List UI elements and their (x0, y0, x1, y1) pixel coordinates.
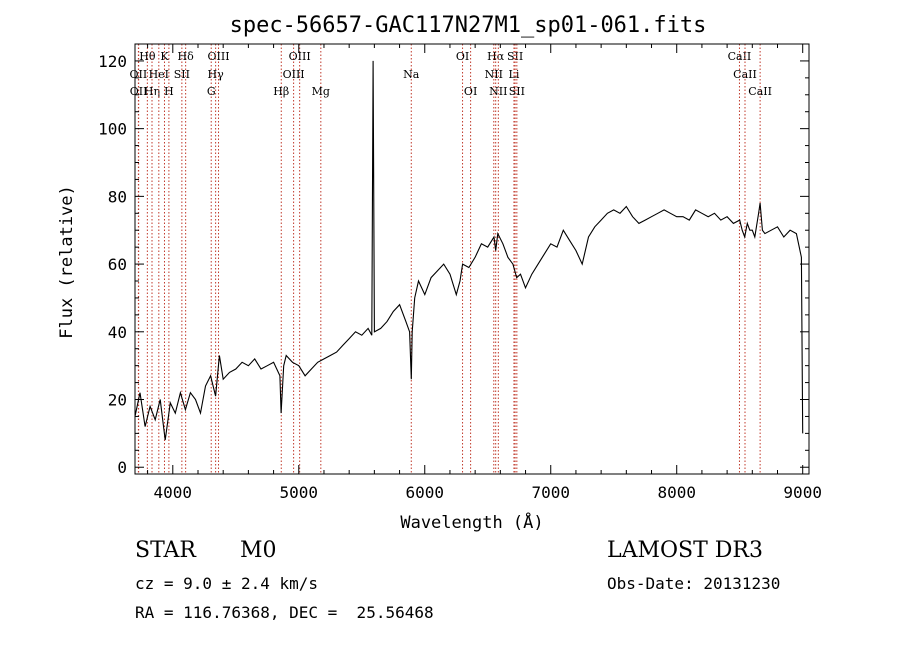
line-label-23: Li (509, 68, 520, 81)
y-tick-label-40: 40 (108, 323, 127, 342)
line-label-25: CaII (728, 50, 752, 63)
x-tick-label-5000: 5000 (280, 483, 319, 502)
line-label-26: CaII (733, 68, 757, 81)
y-tick-label-120: 120 (98, 52, 127, 71)
line-label-16: Na (403, 68, 420, 81)
line-label-21: NII (489, 85, 507, 98)
line-label-13: OIII (283, 68, 305, 81)
x-tick-label-9000: 9000 (783, 483, 822, 502)
line-label-4: HeI (149, 68, 169, 81)
object-class: STAR (135, 538, 196, 563)
redshift-cz: cz = 9.0 ± 2.4 km/s (135, 574, 319, 593)
ra-dec-coords: RA = 116.76368, DEC = 25.56468 (135, 603, 434, 622)
line-label-9: OIII (207, 50, 229, 63)
line-label-18: OI (464, 85, 477, 98)
x-tick-label-4000: 4000 (154, 483, 193, 502)
line-label-11: G (207, 85, 216, 98)
line-label-10: Hγ (208, 68, 225, 81)
y-tick-label-80: 80 (108, 187, 127, 206)
obs-date: Obs-Date: 20131230 (607, 574, 781, 593)
line-label-27: CaII (748, 85, 772, 98)
line-label-1: OII (130, 68, 148, 81)
y-tick-label-60: 60 (108, 255, 127, 274)
line-label-2: OII (130, 85, 148, 98)
x-axis-label: Wavelength (Å) (400, 511, 543, 533)
line-label-17: OI (456, 50, 469, 63)
spectrum-series-flux (134, 60, 804, 441)
line-label-5: K (160, 50, 169, 63)
plot-frame (134, 43, 810, 475)
line-label-15: Mg (312, 85, 330, 98)
line-label-12: Hβ (273, 85, 289, 98)
line-label-6: H (164, 85, 174, 98)
line-label-7: SII (174, 68, 190, 81)
x-tick-label-6000: 6000 (405, 483, 444, 502)
y-tick-label-20: 20 (108, 391, 127, 410)
y-axis-label: Flux (relative) (57, 185, 77, 339)
line-label-22: SII (507, 50, 523, 63)
line-label-3: Hη (144, 85, 160, 98)
line-label-20: NII (485, 68, 503, 81)
x-tick-label-8000: 8000 (657, 483, 696, 502)
y-tick-label-0: 0 (117, 458, 127, 477)
chart-title: spec-56657-GAC117N27M1_sp01-061.fits (230, 13, 707, 38)
object-subclass: M0 (240, 538, 277, 563)
line-label-8: Hδ (178, 50, 195, 63)
line-label-0: Hθ (139, 50, 156, 63)
line-label-24: SII (509, 85, 525, 98)
survey-name: LAMOST DR3 (607, 538, 763, 563)
y-tick-label-100: 100 (98, 120, 127, 139)
line-label-14: OIII (289, 50, 311, 63)
line-label-19: Hα (487, 50, 505, 63)
x-tick-label-7000: 7000 (531, 483, 570, 502)
